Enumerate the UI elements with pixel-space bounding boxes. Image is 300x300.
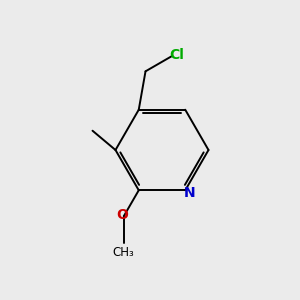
- Text: Cl: Cl: [169, 48, 184, 62]
- Text: N: N: [183, 186, 195, 200]
- Text: O: O: [116, 208, 128, 222]
- Text: CH₃: CH₃: [113, 246, 135, 259]
